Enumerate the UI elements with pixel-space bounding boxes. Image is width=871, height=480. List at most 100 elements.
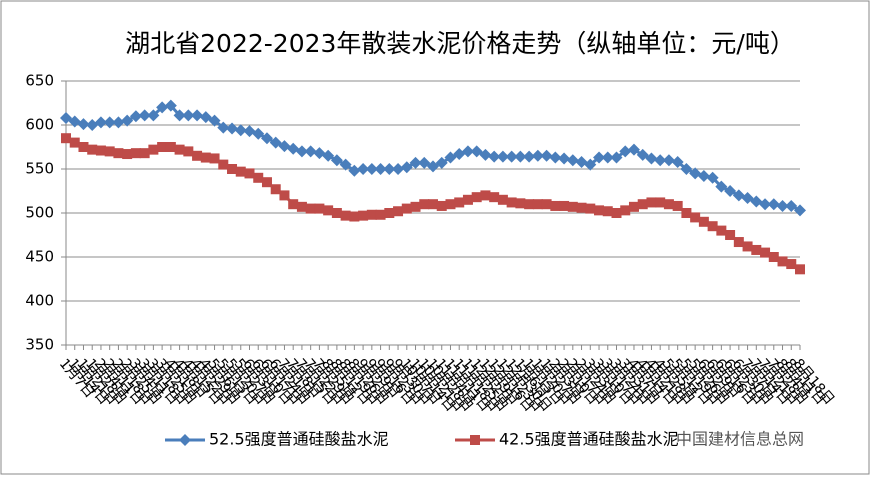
point [479, 148, 492, 161]
point [199, 111, 212, 124]
point [183, 146, 194, 157]
point [418, 156, 431, 169]
y-tick-label: 550 [25, 160, 54, 178]
point [138, 109, 151, 122]
y-tick-label: 650 [25, 72, 54, 90]
point [287, 142, 300, 155]
point [785, 199, 798, 212]
point [94, 116, 107, 129]
point [252, 127, 265, 140]
point [365, 163, 378, 175]
point [269, 136, 282, 149]
legend-label: 42.5强度普通硅酸盐水泥 [499, 430, 679, 449]
point [724, 185, 737, 197]
point [147, 109, 160, 122]
point [759, 198, 772, 211]
point [191, 109, 204, 122]
watermark: 中国建材信息总网 [676, 430, 804, 449]
point [636, 148, 649, 161]
point [541, 199, 552, 210]
point [444, 151, 457, 164]
point [427, 160, 439, 173]
point [121, 114, 134, 127]
point [470, 145, 483, 158]
point [95, 145, 106, 156]
point [400, 161, 413, 174]
point [323, 205, 334, 216]
point [322, 149, 335, 162]
point [436, 200, 447, 211]
point [559, 200, 570, 211]
point [68, 115, 81, 128]
point [393, 206, 404, 217]
point [690, 212, 701, 223]
point [610, 151, 623, 164]
point [129, 110, 142, 123]
point [505, 150, 518, 163]
point [646, 197, 657, 208]
point [374, 163, 387, 175]
point [428, 199, 438, 210]
point [585, 203, 596, 214]
point [130, 148, 141, 159]
point [77, 118, 90, 131]
point [532, 199, 543, 210]
point [103, 116, 116, 129]
point [357, 163, 370, 175]
point [173, 109, 186, 122]
point [253, 172, 264, 183]
point [409, 156, 422, 169]
point [305, 203, 316, 214]
point [330, 154, 343, 167]
point [279, 190, 290, 201]
point [314, 203, 325, 214]
point [148, 144, 159, 155]
point [645, 152, 658, 165]
point [419, 199, 430, 210]
point [340, 210, 351, 221]
point [157, 142, 168, 152]
point [524, 199, 535, 210]
point [60, 111, 72, 124]
point [732, 189, 745, 202]
point [69, 137, 80, 148]
point [776, 199, 789, 212]
point [706, 171, 719, 184]
point [260, 132, 273, 145]
point [348, 164, 361, 177]
point [742, 241, 753, 252]
point [226, 122, 239, 135]
point [304, 145, 317, 158]
point [244, 168, 255, 179]
point [540, 149, 553, 162]
point [795, 264, 805, 275]
point [192, 150, 203, 161]
point [698, 216, 709, 227]
point [575, 155, 588, 168]
point [383, 163, 396, 175]
point [750, 195, 763, 208]
point [375, 209, 386, 220]
point [506, 197, 517, 208]
point [777, 256, 788, 267]
point [86, 119, 99, 131]
point [531, 149, 544, 162]
point [680, 163, 693, 175]
point [461, 145, 474, 158]
point [454, 197, 465, 208]
point [139, 148, 150, 159]
point [217, 121, 230, 134]
point [768, 252, 779, 262]
point [218, 159, 229, 170]
point [435, 156, 448, 169]
point [339, 158, 352, 171]
point [725, 230, 736, 240]
y-tick-label: 400 [25, 292, 54, 310]
point [760, 247, 771, 258]
point [209, 153, 220, 164]
chart-title: 湖北省2022-2023年散装水泥价格走势（纵轴单位：元/吨） [125, 29, 795, 58]
point [663, 199, 674, 210]
point [707, 221, 718, 232]
point [366, 209, 377, 220]
